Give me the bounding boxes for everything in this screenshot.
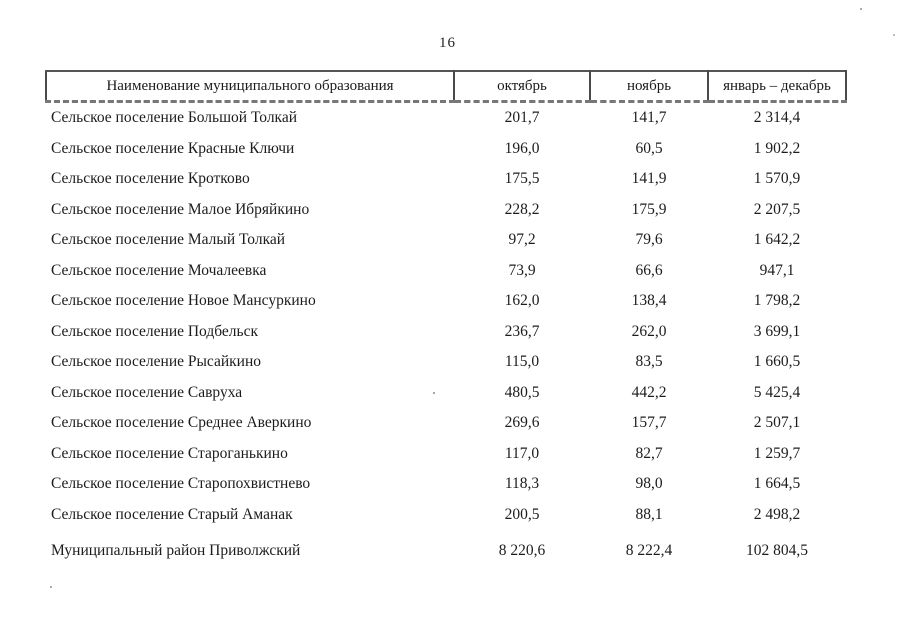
cell-january-december-value: 1 642,2	[753, 231, 801, 249]
scan-speck	[433, 392, 435, 394]
cell-november-value: 88,1	[635, 505, 663, 523]
cell-january-december-value: 1 660,5	[753, 353, 801, 371]
cell-municipality-name: Муниципальный район Приволжский	[51, 542, 301, 560]
scan-speck	[893, 34, 895, 36]
table-row: Сельское поселение Большой Толкай 201,7 14…	[46, 102, 846, 134]
table-row: Сельское поселение Староганькино 117,0 82,…	[46, 439, 846, 470]
table-total-row: Муниципальный район Приволжский 8 220,6 8 …	[46, 530, 846, 567]
cell-municipality-name: Сельское поселение Малое Ибряйкино	[51, 200, 310, 218]
cell-municipality-name: Сельское поселение Мочалеевка	[51, 261, 267, 279]
cell-municipality-name: Сельское поселение Новое Мансуркино	[51, 292, 316, 310]
cell-november-value: 141,7	[631, 109, 667, 127]
cell-january-december-value: 1 570,9	[753, 170, 801, 188]
cell-municipality-name: Сельское поселение Рысайкино	[51, 353, 262, 371]
cell-october-value: 97,2	[508, 231, 536, 249]
scan-speck	[50, 586, 52, 588]
cell-november-value: 83,5	[635, 353, 663, 371]
cell-january-december-value: 1 798,2	[753, 292, 801, 310]
municipal-settlements-table: Наименование муниципального образования …	[45, 70, 847, 567]
cell-municipality-name: Сельское поселение Старопохвистнево	[51, 475, 311, 493]
cell-january-december-value: 1 664,5	[753, 475, 801, 493]
cell-municipality-name: Сельское поселение Красные Ключи	[51, 139, 295, 157]
cell-october-value: 118,3	[504, 475, 540, 493]
cell-november-value: 8 222,4	[625, 542, 673, 560]
header-january-december: январь – декабрь	[707, 70, 847, 103]
cell-november-value: 442,2	[631, 383, 667, 401]
table-row: Сельское поселение Красные Ключи 196,0 60,…	[46, 134, 846, 165]
cell-october-value: 200,5	[504, 505, 540, 523]
cell-october-value: 175,5	[504, 170, 540, 188]
cell-november-value: 138,4	[631, 292, 667, 310]
cell-october-value: 236,7	[504, 322, 540, 340]
cell-october-value: 115,0	[504, 353, 540, 371]
cell-municipality-name: Сельское поселение Кротково	[51, 170, 250, 188]
cell-october-value: 162,0	[504, 292, 540, 310]
cell-october-value: 228,2	[504, 200, 540, 218]
cell-november-value: 157,7	[631, 414, 667, 432]
table-row: Сельское поселение Старый Аманак 200,5 88,…	[46, 500, 846, 531]
cell-municipality-name: Сельское поселение Среднее Аверкино	[51, 414, 312, 432]
cell-january-december-value: 947,1	[759, 261, 795, 279]
cell-january-december-value: 102 804,5	[746, 542, 808, 560]
table-row: Сельское поселение Кротково 175,5 141,9 1 5…	[46, 164, 846, 195]
cell-january-december-value: 2 314,4	[753, 109, 801, 127]
cell-municipality-name: Сельское поселение Савруха	[51, 383, 243, 401]
cell-october-value: 117,0	[504, 444, 540, 462]
header-november: ноябрь	[589, 70, 709, 103]
table-header-row: Наименование муниципального образования …	[45, 70, 847, 103]
cell-january-december-value: 3 699,1	[753, 322, 801, 340]
cell-november-value: 60,5	[635, 139, 663, 157]
cell-november-value: 141,9	[631, 170, 667, 188]
table-row: Сельское поселение Мочалеевка 73,9 66,6 947…	[46, 256, 846, 287]
table-row: Сельское поселение Малое Ибряйкино 228,2 1…	[46, 195, 846, 226]
header-october: октябрь	[453, 70, 591, 103]
table-row: Сельское поселение Среднее Аверкино 269,6…	[46, 408, 846, 439]
cell-october-value: 269,6	[504, 414, 540, 432]
cell-municipality-name: Сельское поселение Староганькино	[51, 444, 288, 462]
cell-november-value: 79,6	[635, 231, 663, 249]
table-row: Сельское поселение Новое Мансуркино 162,0…	[46, 286, 846, 317]
cell-october-value: 480,5	[504, 383, 540, 401]
cell-january-december-value: 1 902,2	[753, 139, 801, 157]
table-row: Сельское поселение Подбельск 236,7 262,0 3 …	[46, 317, 846, 348]
cell-january-december-value: 5 425,4	[753, 383, 801, 401]
cell-january-december-value: 2 498,2	[753, 505, 801, 523]
cell-october-value: 8 220,6	[498, 542, 546, 560]
cell-november-value: 98,0	[635, 475, 663, 493]
cell-municipality-name: Сельское поселение Малый Толкай	[51, 231, 286, 249]
table-row: Сельское поселение Рысайкино 115,0 83,5 1 6…	[46, 347, 846, 378]
header-municipality-name: Наименование муниципального образования	[45, 70, 455, 103]
cell-october-value: 73,9	[508, 261, 536, 279]
cell-november-value: 66,6	[635, 261, 663, 279]
cell-january-december-value: 2 207,5	[753, 200, 801, 218]
cell-municipality-name: Сельское поселение Большой Толкай	[51, 109, 298, 127]
cell-november-value: 262,0	[631, 322, 667, 340]
cell-november-value: 175,9	[631, 200, 667, 218]
table-row: Сельское поселение Малый Толкай 97,2 79,6 1…	[46, 225, 846, 256]
table-row: Сельское поселение Старопохвистнево 118,3…	[46, 469, 846, 500]
page-number: 16	[439, 35, 456, 51]
cell-municipality-name: Сельское поселение Подбельск	[51, 322, 259, 340]
cell-january-december-value: 1 259,7	[753, 444, 801, 462]
cell-october-value: 196,0	[504, 139, 540, 157]
cell-november-value: 82,7	[635, 444, 663, 462]
cell-january-december-value: 2 507,1	[753, 414, 801, 432]
cell-october-value: 201,7	[504, 109, 540, 127]
table-row: Сельское поселение Савруха 480,5 442,2 5 42…	[46, 378, 846, 409]
cell-municipality-name: Сельское поселение Старый Аманак	[51, 505, 293, 523]
scan-speck	[860, 8, 862, 10]
